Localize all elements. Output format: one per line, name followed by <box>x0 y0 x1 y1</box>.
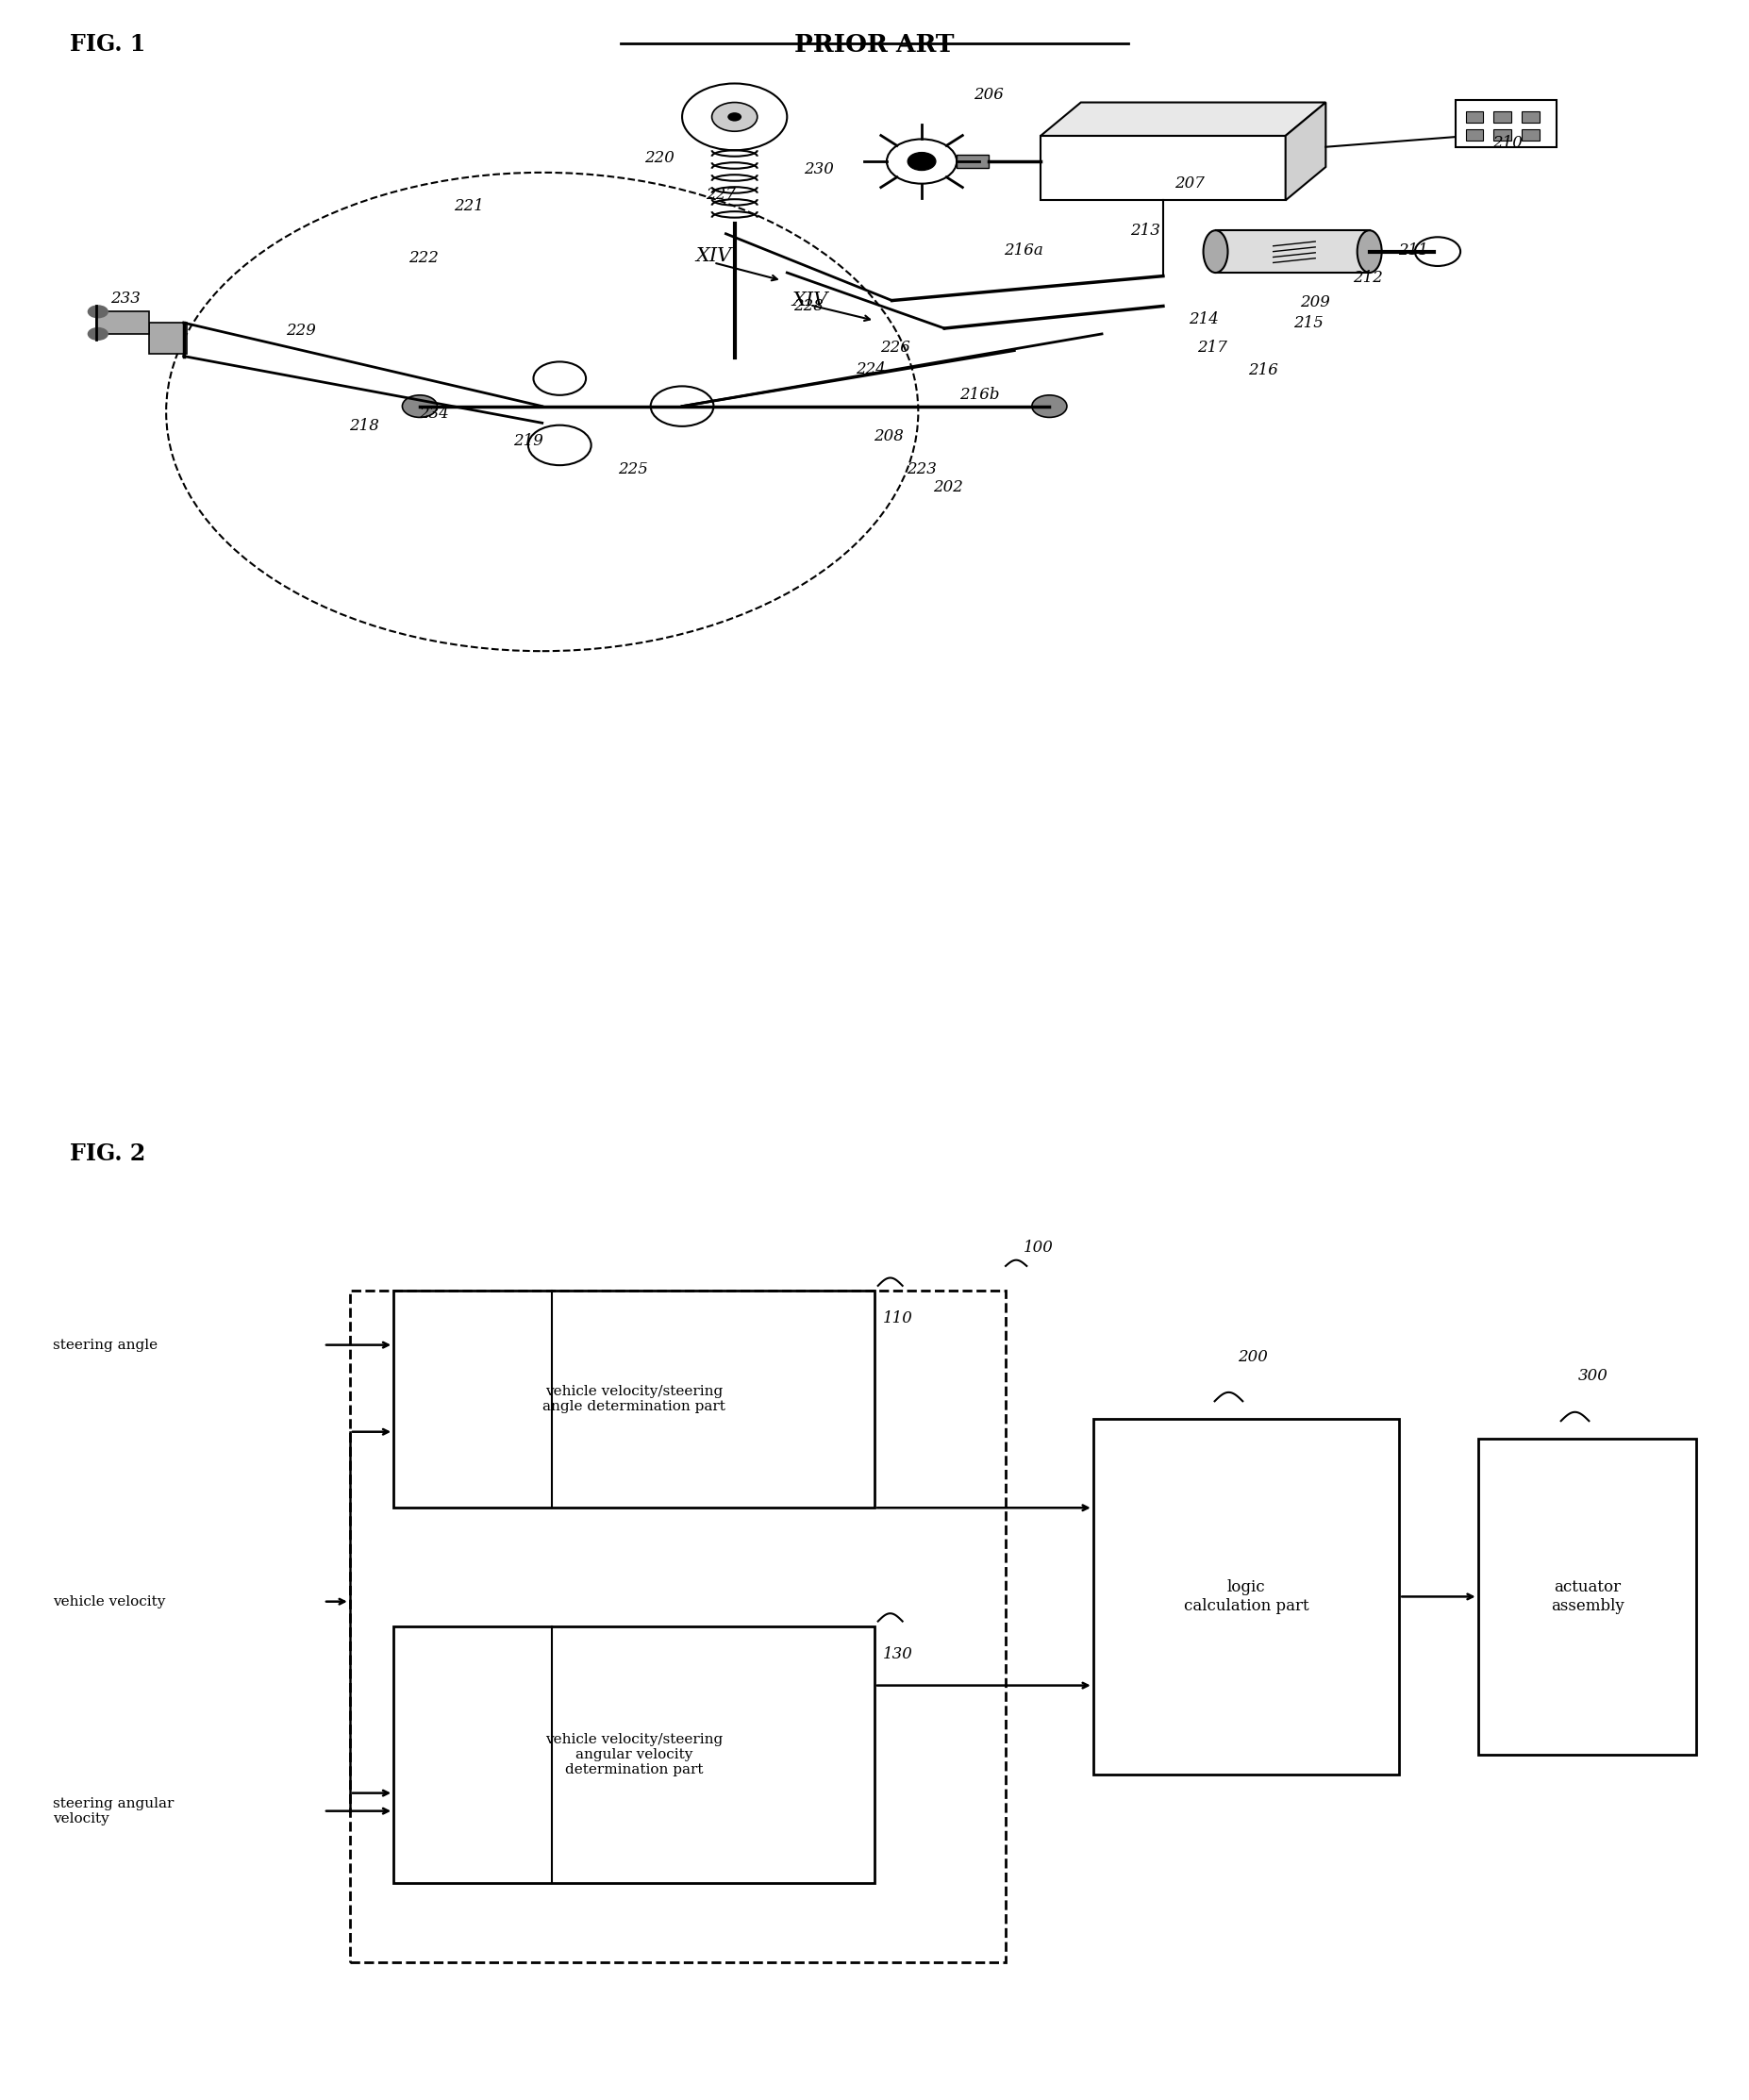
Bar <box>957 155 988 168</box>
Bar <box>1522 128 1539 141</box>
Text: XIV: XIV <box>696 248 731 265</box>
Text: 216: 216 <box>1247 363 1279 378</box>
Bar <box>1494 111 1511 122</box>
Text: 216b: 216b <box>960 386 999 403</box>
Text: vehicle velocity/steering
angular velocity
determination part: vehicle velocity/steering angular veloci… <box>546 1732 722 1777</box>
Circle shape <box>908 153 936 170</box>
Ellipse shape <box>1203 231 1228 273</box>
Bar <box>1466 111 1483 122</box>
Text: 233: 233 <box>110 290 142 307</box>
Text: vehicle velocity/steering
angle determination part: vehicle velocity/steering angle determin… <box>542 1386 726 1413</box>
Text: 212: 212 <box>1352 271 1383 286</box>
Text: XIV: XIV <box>792 292 827 309</box>
Text: 220: 220 <box>644 149 675 166</box>
Bar <box>149 323 187 355</box>
Circle shape <box>87 304 108 319</box>
Text: 227: 227 <box>705 187 736 204</box>
Ellipse shape <box>1357 231 1382 273</box>
Text: 215: 215 <box>1293 315 1324 332</box>
Text: steering angle: steering angle <box>52 1338 157 1352</box>
Text: PRIOR ART: PRIOR ART <box>794 34 955 57</box>
Text: 300: 300 <box>1578 1369 1609 1384</box>
Circle shape <box>533 361 586 395</box>
Text: steering angular
velocity: steering angular velocity <box>52 1798 173 1825</box>
Text: 210: 210 <box>1492 134 1523 151</box>
Text: 209: 209 <box>1300 294 1331 311</box>
Text: 226: 226 <box>880 340 911 355</box>
Circle shape <box>1032 395 1067 418</box>
Circle shape <box>402 395 437 418</box>
Polygon shape <box>1041 103 1326 136</box>
Text: 130: 130 <box>883 1646 913 1661</box>
Text: 100: 100 <box>1023 1241 1053 1256</box>
Text: 214: 214 <box>1188 311 1219 328</box>
Text: 228: 228 <box>792 298 824 315</box>
Bar <box>1494 128 1511 141</box>
Text: 208: 208 <box>873 428 904 445</box>
Polygon shape <box>1041 136 1286 200</box>
Circle shape <box>1415 237 1460 267</box>
Text: FIG. 1: FIG. 1 <box>70 34 145 57</box>
Polygon shape <box>1286 103 1326 200</box>
Text: 202: 202 <box>932 479 964 496</box>
Text: 206: 206 <box>972 86 1004 103</box>
Text: FIG. 2: FIG. 2 <box>70 1142 145 1166</box>
Text: 110: 110 <box>883 1310 913 1327</box>
Text: 218: 218 <box>348 418 380 435</box>
Bar <box>1216 231 1369 273</box>
Bar <box>1466 128 1483 141</box>
Text: 225: 225 <box>617 462 649 477</box>
Circle shape <box>712 103 757 132</box>
Circle shape <box>528 424 591 466</box>
Bar <box>1455 101 1557 147</box>
Text: actuator
assembly: actuator assembly <box>1551 1579 1623 1615</box>
Text: 216a: 216a <box>1004 242 1042 258</box>
Text: 207: 207 <box>1174 176 1205 191</box>
Text: vehicle velocity: vehicle velocity <box>52 1596 164 1609</box>
Circle shape <box>682 84 787 151</box>
Text: 230: 230 <box>803 162 834 176</box>
Bar <box>96 311 149 334</box>
Text: 221: 221 <box>453 197 484 214</box>
Circle shape <box>651 386 714 426</box>
Text: 211: 211 <box>1397 242 1429 258</box>
Text: 234: 234 <box>418 405 449 422</box>
Text: 213: 213 <box>1130 223 1161 239</box>
Circle shape <box>87 328 108 340</box>
Text: 222: 222 <box>408 250 439 267</box>
Text: 229: 229 <box>285 323 317 338</box>
Bar <box>1522 111 1539 122</box>
Text: logic
calculation part: logic calculation part <box>1184 1579 1308 1615</box>
Text: 200: 200 <box>1237 1348 1268 1365</box>
Text: 223: 223 <box>906 462 937 477</box>
Text: 217: 217 <box>1196 340 1228 355</box>
Text: 219: 219 <box>512 433 544 449</box>
Circle shape <box>728 113 742 122</box>
Circle shape <box>887 139 957 183</box>
Text: 224: 224 <box>855 361 887 378</box>
